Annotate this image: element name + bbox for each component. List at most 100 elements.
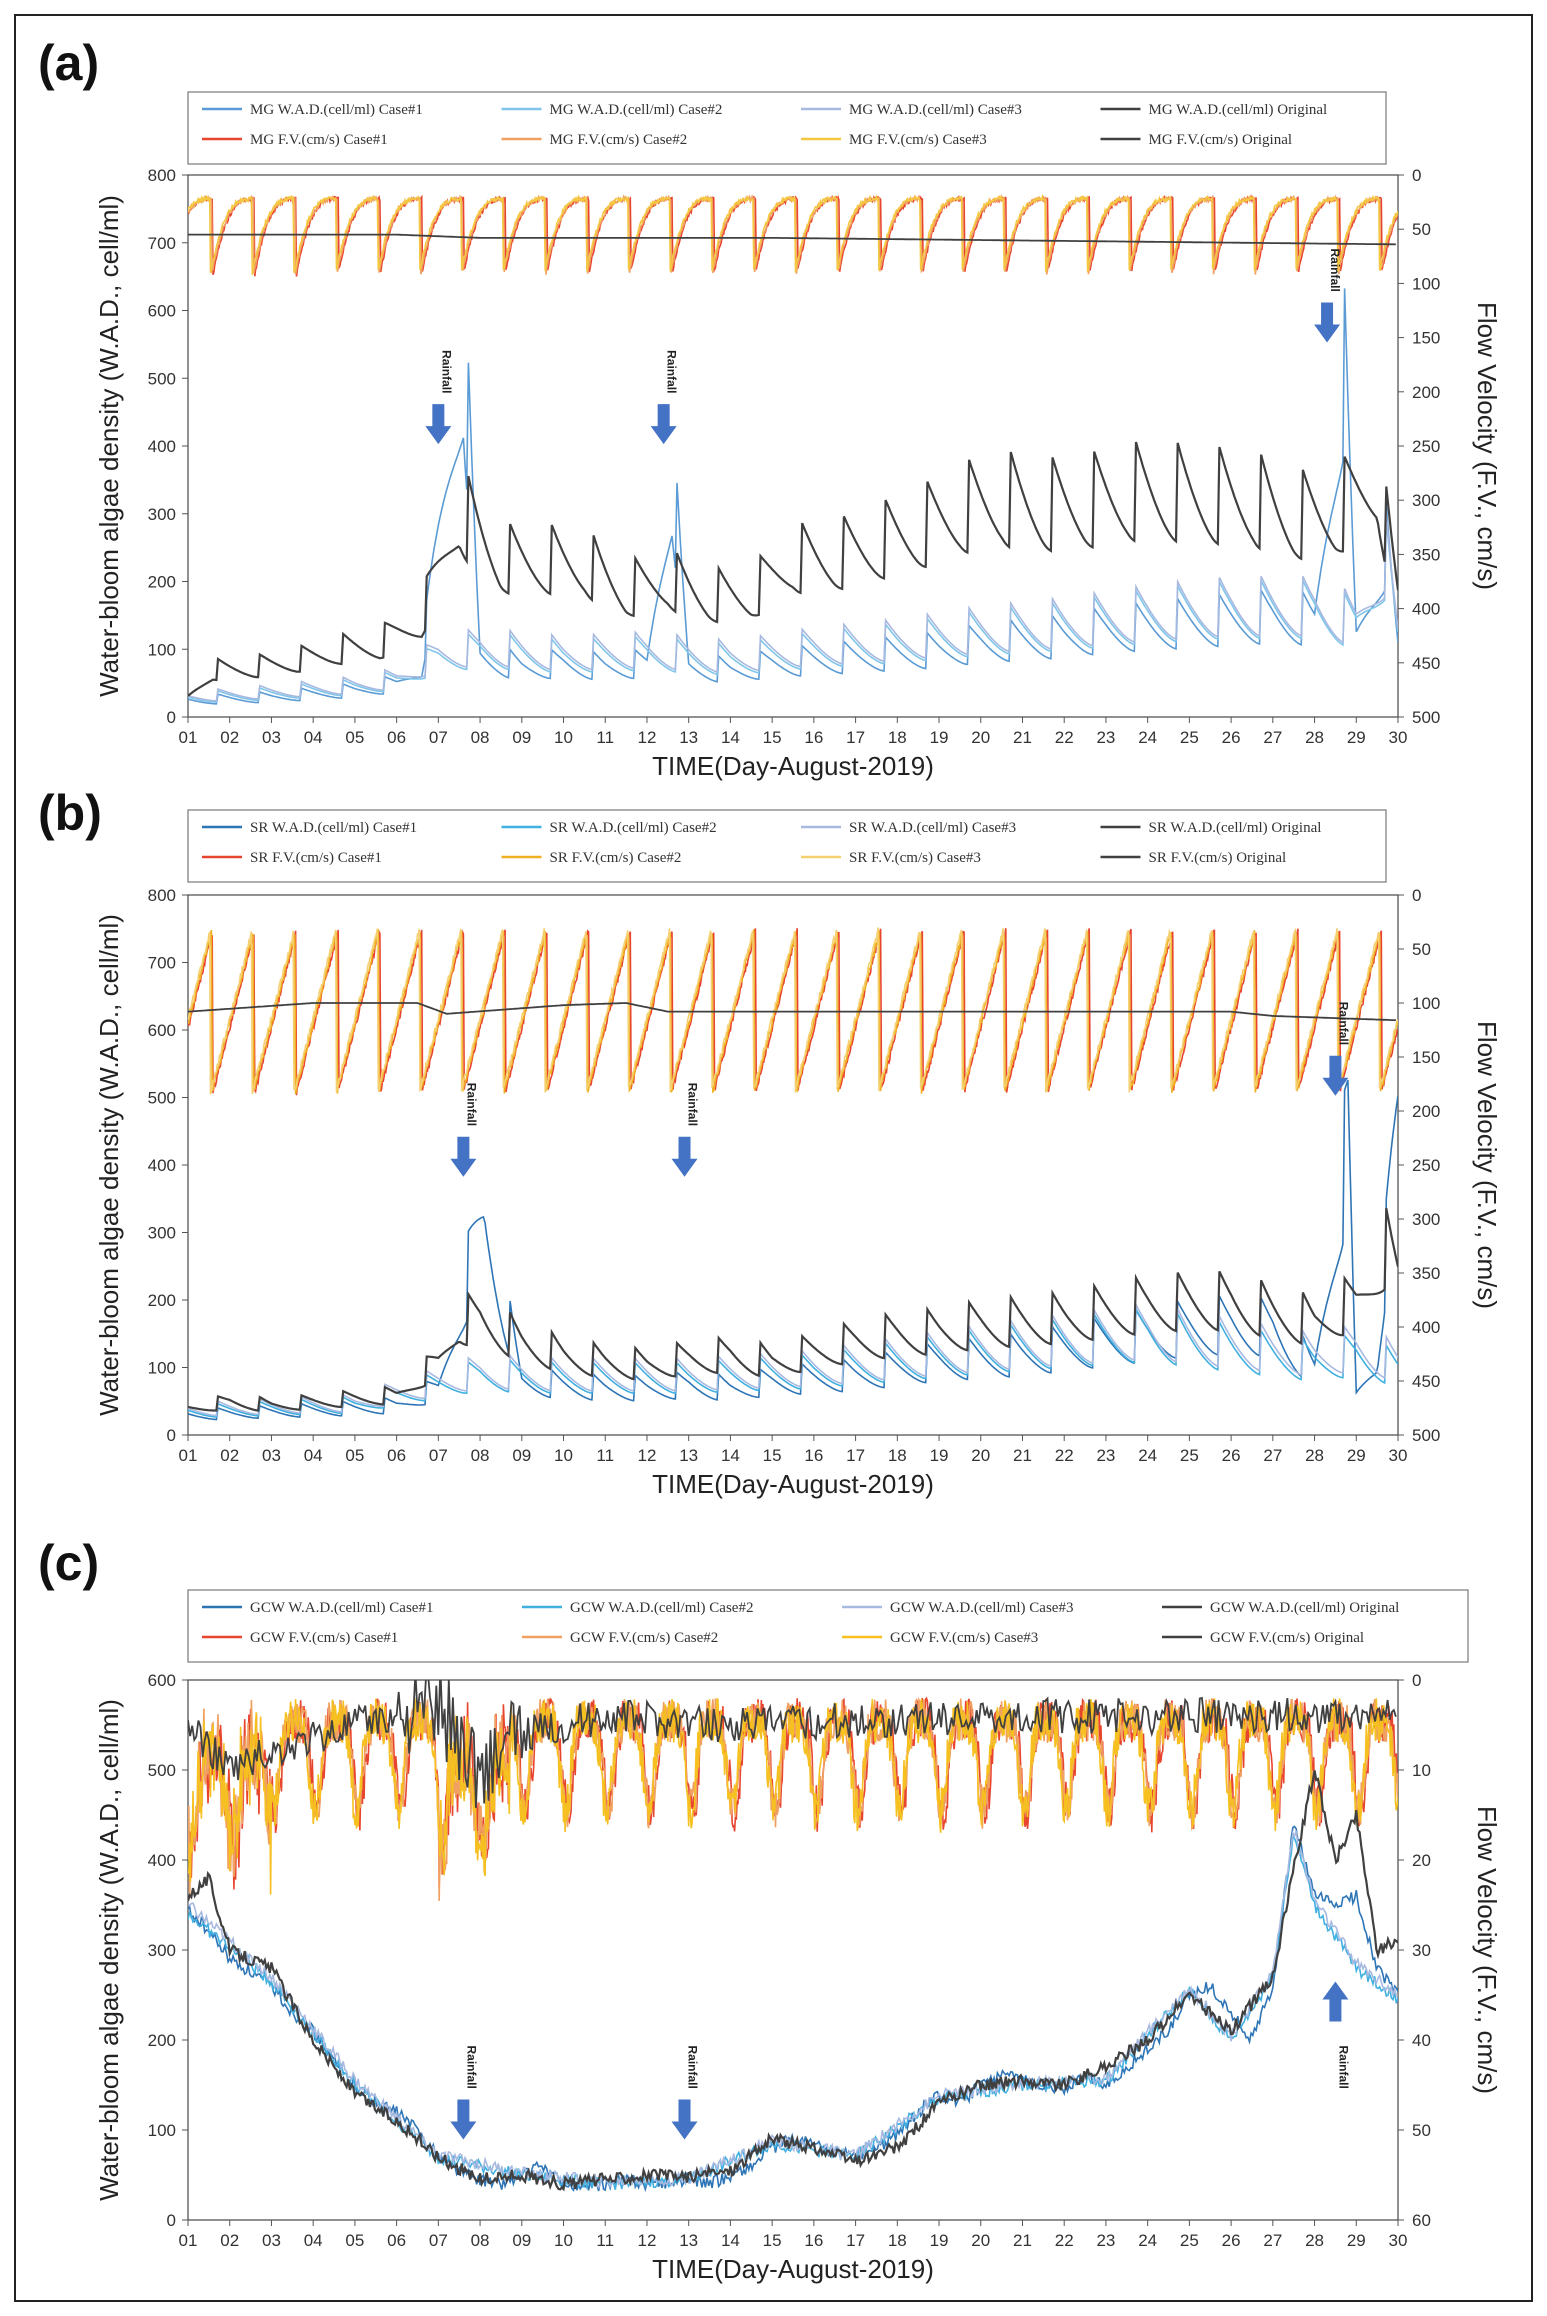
fv-original-line — [188, 233, 1396, 246]
x-axis-title: TIME(Day-August-2019) — [652, 751, 934, 781]
wad-original-line — [188, 1208, 1398, 1412]
y2-tick-label: 200 — [1412, 1102, 1440, 1121]
rainfall-label: Rainfall — [1328, 249, 1342, 292]
x-tick-label: 08 — [471, 728, 490, 747]
legend-entry: GCW F.V.(cm/s) Original — [1210, 1630, 1364, 1646]
legend-entry: SR W.A.D.(cell/ml) Original — [1149, 820, 1322, 836]
y2-tick-label: 150 — [1412, 1048, 1440, 1067]
x-tick-label: 26 — [1222, 728, 1241, 747]
series-group — [188, 927, 1398, 1421]
wad-case-line — [188, 1301, 1398, 1417]
y2-tick-label: 50 — [1412, 220, 1431, 239]
y-tick-label: 0 — [167, 1426, 176, 1445]
rainfall-label: Rainfall — [464, 1083, 478, 1126]
x-tick-label: 22 — [1055, 728, 1074, 747]
x-tick-label: 02 — [220, 2231, 239, 2250]
y2-tick-label: 100 — [1412, 274, 1440, 293]
y2-tick-label: 50 — [1412, 940, 1431, 959]
x-tick-label: 04 — [304, 728, 323, 747]
x-tick-label: 03 — [262, 728, 281, 747]
x-tick-label: 27 — [1263, 1446, 1282, 1465]
legend-entry: GCW F.V.(cm/s) Case#3 — [890, 1630, 1038, 1646]
rainfall-annotation: Rainfall — [1322, 1981, 1350, 2089]
y-tick-label: 500 — [148, 1089, 176, 1108]
x-tick-label: 17 — [846, 2231, 865, 2250]
y-tick-label: 600 — [148, 1021, 176, 1040]
legend-entry: MG W.A.D.(cell/ml) Case#3 — [849, 102, 1022, 118]
x-tick-label: 17 — [846, 1446, 865, 1465]
fv-case-line — [188, 928, 1398, 1095]
x-tick-label: 16 — [804, 728, 823, 747]
x-tick-label: 24 — [1138, 728, 1157, 747]
x-tick-label: 09 — [512, 1446, 531, 1465]
legend-entry: MG W.A.D.(cell/ml) Original — [1149, 102, 1328, 118]
legend-box — [187, 91, 1387, 165]
x-tick-label: 16 — [804, 1446, 823, 1465]
rainfall-label: Rainfall — [686, 1083, 700, 1126]
wad-case-line — [188, 1830, 1398, 2189]
legend-entry: MG F.V.(cm/s) Case#1 — [250, 132, 388, 148]
x-axis-title: TIME(Day-August-2019) — [652, 2254, 934, 2284]
legend-entry: MG F.V.(cm/s) Case#2 — [550, 132, 688, 148]
x-tick-label: 25 — [1180, 2231, 1199, 2250]
x-tick-label: 28 — [1305, 728, 1324, 747]
x-tick-label: 03 — [262, 2231, 281, 2250]
arrow-down-icon — [450, 2099, 477, 2140]
x-tick-label: 13 — [679, 728, 698, 747]
wad-case-line — [188, 288, 1398, 705]
y-tick-label: 100 — [148, 2121, 176, 2140]
y-tick-label: 700 — [148, 234, 176, 253]
x-tick-label: 21 — [1013, 2231, 1032, 2250]
legend-entry: SR F.V.(cm/s) Case#3 — [849, 850, 981, 866]
x-tick-label: 04 — [304, 1446, 323, 1465]
x-tick-label: 20 — [971, 2231, 990, 2250]
x-tick-label: 20 — [971, 1446, 990, 1465]
y2-axis-title: Flow Velocity (F.V., cm/s) — [1472, 302, 1502, 590]
y2-tick-label: 400 — [1412, 1318, 1440, 1337]
legend-entry: GCW W.A.D.(cell/ml) Case#1 — [250, 1600, 433, 1616]
x-tick-label: 21 — [1013, 1446, 1032, 1465]
y-tick-label: 300 — [148, 1224, 176, 1243]
y-tick-label: 500 — [148, 1761, 176, 1780]
legend-entry: SR F.V.(cm/s) Case#1 — [250, 850, 382, 866]
legend-entry: GCW W.A.D.(cell/ml) Case#3 — [890, 1600, 1073, 1616]
y2-tick-label: 300 — [1412, 491, 1440, 510]
y-tick-label: 300 — [148, 505, 176, 524]
y2-tick-label: 30 — [1412, 1941, 1431, 1960]
arrow-down-icon — [1314, 302, 1341, 343]
y2-tick-label: 450 — [1412, 1372, 1440, 1391]
y2-tick-label: 500 — [1412, 1426, 1440, 1445]
x-tick-label: 22 — [1055, 1446, 1074, 1465]
x-tick-label: 04 — [304, 2231, 323, 2250]
x-tick-label: 06 — [387, 728, 406, 747]
x-tick-label: 11 — [596, 728, 614, 747]
y2-axis-title: Flow Velocity (F.V., cm/s) — [1472, 1806, 1502, 2094]
x-tick-label: 13 — [679, 1446, 698, 1465]
x-tick-label: 20 — [971, 728, 990, 747]
x-tick-label: 22 — [1055, 2231, 1074, 2250]
x-tick-label: 12 — [638, 1446, 657, 1465]
x-tick-label: 09 — [512, 2231, 531, 2250]
x-tick-label: 19 — [930, 1446, 949, 1465]
fv-case-line — [188, 927, 1398, 1095]
y-axis-title: Water-bloom algae density (W.A.D., cell/… — [94, 1699, 124, 2201]
chart-panel-c: (c) GCW W.A.D.(cell/ml) Case#1 GCW W.A.D.(… — [38, 1535, 1502, 2284]
x-tick-label: 01 — [179, 2231, 198, 2250]
chart-panel-b: (b) SR W.A.D.(cell/ml) Case#1 SR W.A.D.(ce… — [38, 785, 1502, 1499]
legend-entry: MG F.V.(cm/s) Original — [1149, 132, 1293, 148]
y2-tick-label: 10 — [1412, 1761, 1431, 1780]
y2-tick-label: 350 — [1412, 545, 1440, 564]
legend-box — [187, 1589, 1469, 1663]
x-tick-label: 23 — [1096, 728, 1115, 747]
y2-tick-label: 20 — [1412, 1851, 1431, 1870]
x-tick-label: 30 — [1389, 1446, 1408, 1465]
x-tick-label: 29 — [1347, 2231, 1366, 2250]
rainfall-annotation: Rainfall — [450, 1083, 478, 1177]
y-tick-label: 800 — [148, 886, 176, 905]
rainfall-annotation: Rainfall — [671, 1083, 700, 1177]
y-tick-label: 400 — [148, 437, 176, 456]
legend-entry: MG W.A.D.(cell/ml) Case#1 — [250, 102, 423, 118]
y-tick-label: 600 — [148, 1671, 176, 1690]
x-tick-label: 14 — [721, 2231, 740, 2250]
arrow-down-icon — [450, 1136, 477, 1177]
